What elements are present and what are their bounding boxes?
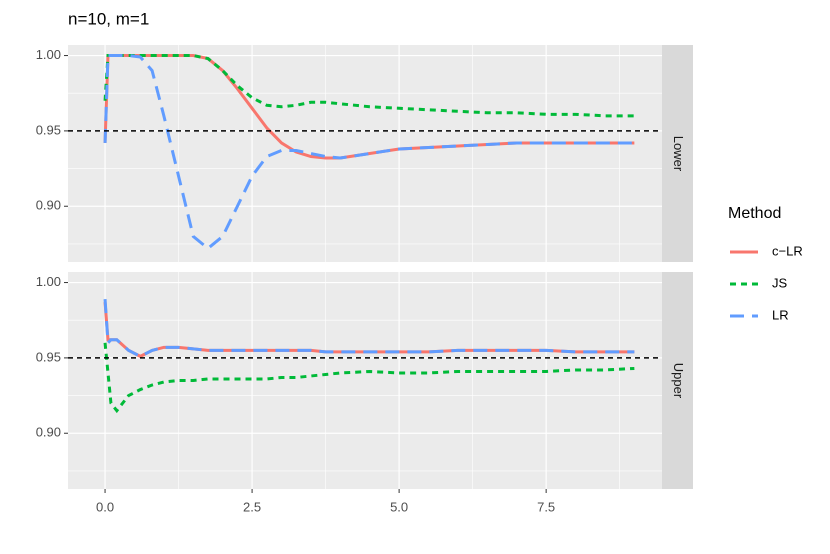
y-tick-label: 0.90 [36, 198, 61, 213]
x-tick-label: 5.0 [390, 499, 408, 514]
legend-title: Method [728, 205, 781, 222]
x-tick-label: 0.0 [96, 499, 114, 514]
y-tick-label: 1.00 [36, 274, 61, 289]
y-tick-label: 1.00 [36, 47, 61, 62]
facet-label: Upper [671, 363, 686, 399]
legend-label: JS [772, 275, 788, 290]
x-tick-label: 2.5 [243, 499, 261, 514]
chart-title: n=10, m=1 [68, 9, 149, 28]
series-line [103, 342, 635, 414]
y-tick-label: 0.95 [36, 349, 61, 364]
series-line [103, 54, 635, 251]
y-tick-label: 0.90 [36, 425, 61, 440]
legend-label: c−LR [772, 243, 803, 258]
legend-label: LR [772, 307, 789, 322]
facet-strip [662, 45, 693, 262]
series-line [103, 302, 635, 359]
x-tick-label: 7.5 [537, 499, 555, 514]
y-tick-label: 0.95 [36, 122, 61, 137]
facet-strip [662, 272, 693, 489]
facet-label: Lower [671, 136, 686, 172]
panel-background [68, 272, 662, 489]
